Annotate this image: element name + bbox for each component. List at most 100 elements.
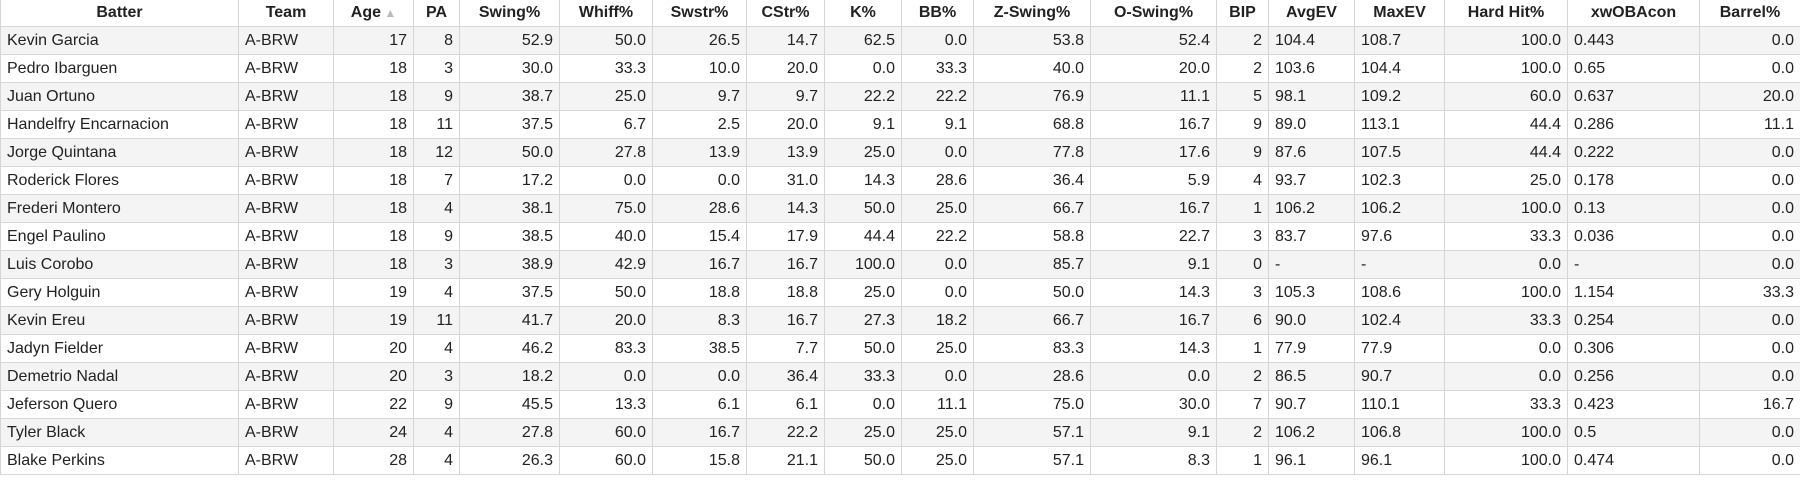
table-cell: 89.0 (1268, 110, 1355, 139)
table-cell: 0.0 (1699, 138, 1800, 167)
table-row: Blake Perkins A-BRW 28 4 26.3 60.0 15.8 21.1 50.… (0, 446, 1800, 475)
column-header[interactable]: MaxEV (1354, 0, 1445, 27)
table-cell: Jadyn Fielder (0, 334, 239, 363)
table-cell: 0.0 (652, 166, 747, 195)
column-header[interactable]: BIP (1216, 0, 1269, 27)
table-cell: Roderick Flores (0, 166, 239, 195)
table-cell: 100.0 (824, 250, 902, 279)
table-cell: 18.2 (901, 306, 974, 335)
table-cell: 18 (333, 250, 414, 279)
column-header[interactable]: Batter (0, 0, 239, 27)
table-cell: 14.3 (1090, 278, 1217, 307)
table-cell: 18 (333, 194, 414, 223)
table-cell: 14.3 (746, 194, 825, 223)
table-cell: A-BRW (238, 194, 334, 223)
table-cell: 44.4 (824, 222, 902, 251)
column-header[interactable]: xwOBAcon (1567, 0, 1700, 27)
column-header[interactable]: AvgEV (1268, 0, 1355, 27)
table-cell: 109.2 (1354, 82, 1445, 111)
table-cell: 11.1 (1699, 110, 1800, 139)
column-header[interactable]: Age (333, 0, 414, 27)
table-cell: 17 (333, 26, 414, 55)
table-cell: 97.6 (1354, 222, 1445, 251)
table-cell: 50.0 (559, 26, 653, 55)
table-cell: 8.3 (652, 306, 747, 335)
table-cell: 3 (1216, 278, 1269, 307)
table-cell: 76.9 (973, 82, 1091, 111)
column-header[interactable]: K% (824, 0, 902, 27)
table-cell: 66.7 (973, 194, 1091, 223)
table-cell: 7 (413, 166, 460, 195)
table-cell: 3 (413, 250, 460, 279)
column-header[interactable]: O-Swing% (1090, 0, 1217, 27)
table-cell: 25.0 (559, 82, 653, 111)
column-header[interactable]: Swing% (459, 0, 560, 27)
table-cell: A-BRW (238, 390, 334, 419)
table-cell: 36.4 (973, 166, 1091, 195)
table-cell: 33.3 (559, 54, 653, 83)
table-cell: 0.0 (824, 390, 902, 419)
table-cell: 12 (413, 138, 460, 167)
table-cell: A-BRW (238, 250, 334, 279)
column-header[interactable]: Barrel% (1699, 0, 1800, 27)
table-cell: 0.178 (1567, 166, 1700, 195)
table-cell: 0.423 (1567, 390, 1700, 419)
table-cell: 8.3 (1090, 446, 1217, 475)
table-cell: 18 (333, 54, 414, 83)
table-cell: 9 (413, 222, 460, 251)
table-cell: 11.1 (1090, 82, 1217, 111)
table-cell: 58.8 (973, 222, 1091, 251)
table-cell: 20.0 (559, 306, 653, 335)
column-header[interactable]: PA (413, 0, 460, 27)
table-cell: 9.7 (746, 82, 825, 111)
table-cell: 0.0 (824, 54, 902, 83)
table-cell: 28.6 (901, 166, 974, 195)
column-header[interactable]: BB% (901, 0, 974, 27)
table-cell: 18 (333, 166, 414, 195)
table-cell: 18 (333, 138, 414, 167)
table-cell: 60.0 (1444, 82, 1568, 111)
table-row: Gery Holguin A-BRW 19 4 37.5 50.0 18.8 18.8 25.0… (0, 278, 1800, 307)
table-cell: 37.5 (459, 278, 560, 307)
column-header[interactable]: Team (238, 0, 334, 27)
table-cell: 106.2 (1354, 194, 1445, 223)
table-cell: 18 (333, 82, 414, 111)
table-cell: 0.0 (1090, 362, 1217, 391)
column-header[interactable]: Swstr% (652, 0, 747, 27)
table-cell: 44.4 (1444, 110, 1568, 139)
column-header[interactable]: Hard Hit% (1444, 0, 1568, 27)
table-row: Kevin Ereu A-BRW 19 11 41.7 20.0 8.3 16.7 27.3 18… (0, 306, 1800, 335)
table-cell: 52.9 (459, 26, 560, 55)
column-header[interactable]: Z-Swing% (973, 0, 1091, 27)
table-cell: 28.6 (973, 362, 1091, 391)
table-cell: 10.0 (652, 54, 747, 83)
table-cell: 75.0 (973, 390, 1091, 419)
table-cell: 14.7 (746, 26, 825, 55)
table-cell: 0.0 (901, 138, 974, 167)
table-cell: 16.7 (1090, 194, 1217, 223)
table-cell: 16.7 (652, 418, 747, 447)
table-cell: 3 (1216, 222, 1269, 251)
table-cell: 44.4 (1444, 138, 1568, 167)
table-cell: 27.8 (459, 418, 560, 447)
table-cell: Kevin Ereu (0, 306, 239, 335)
table-cell: 50.0 (559, 278, 653, 307)
table-cell: 1.154 (1567, 278, 1700, 307)
table-cell: 41.7 (459, 306, 560, 335)
table-cell: 50.0 (459, 138, 560, 167)
table-cell: Engel Paulino (0, 222, 239, 251)
table-cell: 25.0 (901, 334, 974, 363)
table-cell: 9.1 (901, 110, 974, 139)
column-header[interactable]: Whiff% (559, 0, 653, 27)
table-cell: 113.1 (1354, 110, 1445, 139)
column-header[interactable]: CStr% (746, 0, 825, 27)
table-cell: 33.3 (824, 362, 902, 391)
table-cell: Gery Holguin (0, 278, 239, 307)
table-cell: 20 (333, 362, 414, 391)
table-cell: 103.6 (1268, 54, 1355, 83)
table-cell: 28 (333, 446, 414, 475)
table-cell: 107.5 (1354, 138, 1445, 167)
table-cell: 102.4 (1354, 306, 1445, 335)
table-cell: 0.222 (1567, 138, 1700, 167)
table-row: Luis Corobo A-BRW 18 3 38.9 42.9 16.7 16.7 100.0… (0, 250, 1800, 279)
